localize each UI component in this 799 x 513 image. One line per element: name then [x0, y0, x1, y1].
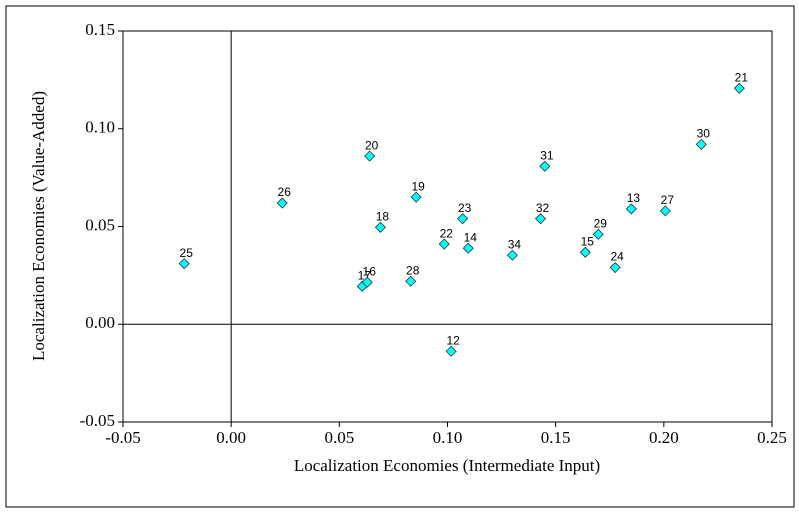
- point: [374, 221, 387, 233]
- y-tick-label: 0.10: [85, 118, 115, 137]
- point: [457, 213, 469, 225]
- point: [445, 345, 457, 357]
- x-tick-label: -0.05: [105, 428, 140, 447]
- point-label: 32: [536, 201, 550, 215]
- point: [405, 275, 417, 287]
- point: [410, 191, 422, 203]
- x-axis-label: Localization Economies (Intermediate Inp…: [294, 456, 600, 475]
- point: [695, 138, 707, 150]
- point: [539, 160, 551, 172]
- point-label: 16: [363, 264, 377, 278]
- point-label: 19: [411, 179, 425, 193]
- point: [364, 150, 376, 162]
- point-label: 28: [406, 263, 420, 277]
- point-label: 31: [540, 148, 554, 162]
- point: [276, 197, 288, 209]
- point: [438, 238, 450, 250]
- point: [659, 205, 671, 217]
- y-tick-label: 0.00: [85, 313, 115, 332]
- point-label: 20: [365, 138, 379, 152]
- x-tick-label: 0.05: [324, 428, 354, 447]
- point: [733, 82, 745, 94]
- x-tick-label: 0.00: [216, 428, 246, 447]
- x-tick-label: 0.25: [757, 428, 787, 447]
- x-tick-label: 0.20: [649, 428, 679, 447]
- point: [462, 242, 474, 254]
- point-label: 12: [446, 333, 460, 347]
- point-label: 27: [661, 193, 675, 207]
- y-tick-label: -0.05: [80, 411, 115, 430]
- x-tick-label: 0.10: [433, 428, 463, 447]
- point-label: 24: [610, 250, 624, 264]
- point-label: 30: [697, 127, 711, 141]
- point-label: 13: [627, 191, 641, 205]
- y-axis-label: Localization Economies (Value-Added): [29, 91, 48, 361]
- chart-border: [5, 5, 795, 508]
- point: [609, 261, 621, 274]
- x-tick-label: 0.15: [541, 428, 571, 447]
- point-label: 26: [278, 185, 292, 199]
- point-label: 22: [440, 226, 454, 240]
- point: [579, 246, 591, 258]
- point: [506, 249, 518, 261]
- point-label: 25: [180, 246, 194, 260]
- point: [534, 213, 547, 225]
- point-label: 14: [464, 230, 478, 244]
- point: [625, 203, 637, 215]
- y-tick-label: 0.15: [85, 20, 115, 39]
- point: [361, 276, 373, 288]
- point-label: 23: [458, 201, 472, 215]
- point-label: 15: [581, 234, 595, 248]
- y-tick-label: 0.05: [85, 215, 115, 234]
- point-label: 34: [508, 237, 522, 251]
- point-label: 29: [594, 216, 608, 230]
- point-label: 21: [735, 70, 749, 84]
- point: [592, 228, 604, 240]
- point-label: 18: [376, 209, 390, 223]
- point: [178, 258, 190, 270]
